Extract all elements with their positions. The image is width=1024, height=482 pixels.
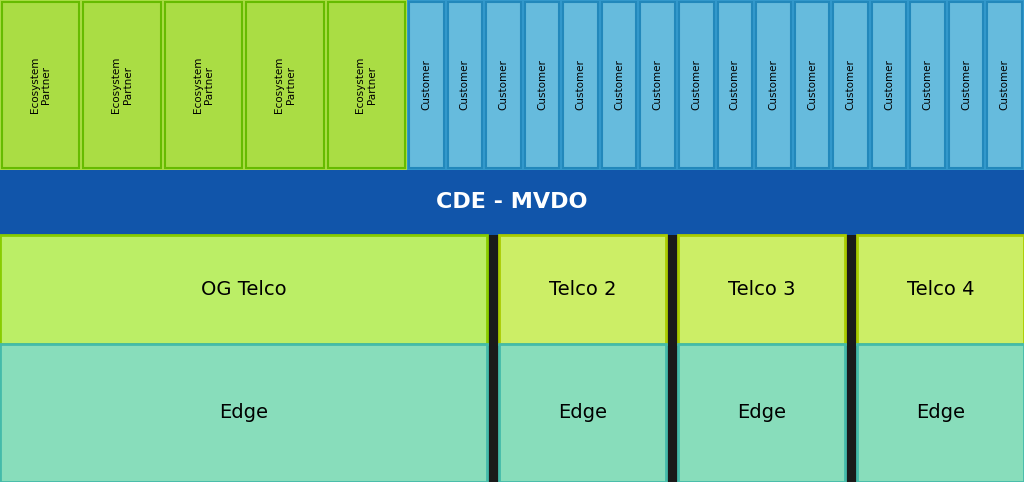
FancyBboxPatch shape bbox=[678, 344, 845, 482]
FancyBboxPatch shape bbox=[678, 235, 845, 344]
Text: Customer: Customer bbox=[768, 60, 778, 110]
FancyBboxPatch shape bbox=[910, 2, 945, 168]
FancyBboxPatch shape bbox=[871, 2, 906, 168]
Text: Customer: Customer bbox=[499, 60, 508, 110]
FancyBboxPatch shape bbox=[328, 2, 406, 168]
FancyBboxPatch shape bbox=[563, 2, 598, 168]
Text: Telco 3: Telco 3 bbox=[728, 280, 796, 299]
FancyBboxPatch shape bbox=[0, 344, 487, 482]
Text: Ecosystem
Partner: Ecosystem Partner bbox=[274, 57, 296, 113]
FancyBboxPatch shape bbox=[834, 2, 867, 168]
Text: Customer: Customer bbox=[730, 60, 739, 110]
Text: Customer: Customer bbox=[884, 60, 894, 110]
Text: Customer: Customer bbox=[999, 60, 1010, 110]
Text: Ecosystem
Partner: Ecosystem Partner bbox=[355, 57, 377, 113]
Text: Edge: Edge bbox=[916, 403, 965, 422]
FancyBboxPatch shape bbox=[857, 235, 1024, 344]
FancyBboxPatch shape bbox=[83, 2, 161, 168]
FancyBboxPatch shape bbox=[524, 2, 559, 168]
FancyBboxPatch shape bbox=[499, 235, 666, 344]
FancyBboxPatch shape bbox=[679, 2, 714, 168]
Text: Customer: Customer bbox=[691, 60, 701, 110]
Text: CDE - MVDO: CDE - MVDO bbox=[436, 192, 588, 213]
FancyBboxPatch shape bbox=[0, 235, 487, 344]
Bar bbox=[0, 170, 1024, 235]
FancyBboxPatch shape bbox=[409, 2, 443, 168]
Text: Customer: Customer bbox=[846, 60, 855, 110]
FancyBboxPatch shape bbox=[795, 2, 829, 168]
Text: Customer: Customer bbox=[421, 60, 431, 110]
FancyBboxPatch shape bbox=[499, 344, 666, 482]
Text: Customer: Customer bbox=[614, 60, 624, 110]
Text: Customer: Customer bbox=[537, 60, 547, 110]
FancyBboxPatch shape bbox=[949, 2, 983, 168]
Text: Customer: Customer bbox=[962, 60, 971, 110]
FancyBboxPatch shape bbox=[718, 2, 752, 168]
Text: Ecosystem
Partner: Ecosystem Partner bbox=[193, 57, 214, 113]
Bar bbox=[407, 0, 1024, 170]
FancyBboxPatch shape bbox=[857, 344, 1024, 482]
FancyBboxPatch shape bbox=[246, 2, 324, 168]
FancyBboxPatch shape bbox=[602, 2, 636, 168]
Text: Edge: Edge bbox=[219, 403, 268, 422]
FancyBboxPatch shape bbox=[447, 2, 482, 168]
Text: Customer: Customer bbox=[652, 60, 663, 110]
Bar bbox=[0, 0, 407, 170]
Text: Edge: Edge bbox=[558, 403, 607, 422]
Text: Ecosystem
Partner: Ecosystem Partner bbox=[30, 57, 51, 113]
Text: OG Telco: OG Telco bbox=[201, 280, 287, 299]
Text: Customer: Customer bbox=[575, 60, 586, 110]
Text: Telco 4: Telco 4 bbox=[906, 280, 974, 299]
Text: Telco 2: Telco 2 bbox=[549, 280, 616, 299]
Text: Ecosystem
Partner: Ecosystem Partner bbox=[112, 57, 133, 113]
Text: Customer: Customer bbox=[460, 60, 470, 110]
FancyBboxPatch shape bbox=[987, 2, 1022, 168]
Text: Customer: Customer bbox=[923, 60, 933, 110]
FancyBboxPatch shape bbox=[165, 2, 243, 168]
FancyBboxPatch shape bbox=[756, 2, 791, 168]
FancyBboxPatch shape bbox=[486, 2, 520, 168]
FancyBboxPatch shape bbox=[2, 2, 80, 168]
Text: Customer: Customer bbox=[807, 60, 817, 110]
Text: Edge: Edge bbox=[737, 403, 786, 422]
FancyBboxPatch shape bbox=[640, 2, 675, 168]
